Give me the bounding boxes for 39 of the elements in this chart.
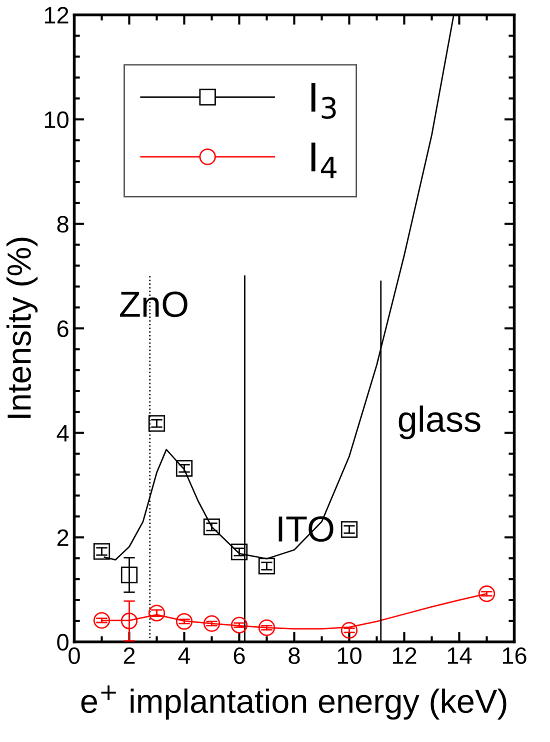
y-tick-label: 2	[57, 529, 68, 546]
x-tick-label: 6	[234, 647, 245, 664]
legend-label: I$_{4}$	[311, 142, 336, 178]
y-tick-label: 10	[44, 111, 68, 128]
y-tick-label: 8	[57, 216, 68, 233]
x-tick-label: 14	[448, 648, 472, 664]
y-axis-title: Intensity (%)	[6, 238, 38, 418]
point	[203, 518, 220, 536]
point	[148, 604, 166, 622]
annotation: ZnO	[120, 292, 188, 318]
x-tick-label: 2	[124, 647, 135, 664]
point	[258, 558, 276, 574]
x-tick-label: 12	[392, 647, 416, 664]
point	[120, 612, 138, 630]
point	[176, 613, 193, 630]
legend-label: I$_{3}$	[311, 82, 336, 119]
point	[340, 622, 358, 639]
annotation: glass	[398, 406, 480, 440]
point	[340, 521, 358, 538]
point	[258, 619, 276, 636]
x-tick-label: 8	[288, 647, 300, 664]
point	[203, 615, 220, 632]
point	[230, 616, 248, 634]
point	[93, 612, 110, 629]
x-tick-label: 4	[178, 648, 190, 664]
point	[93, 543, 110, 560]
point	[176, 460, 193, 477]
y-tick-label: 0	[57, 634, 68, 651]
y-tick-label: 12	[44, 6, 68, 24]
x-axis-title: e$^{+}$ implantation energy (keV)	[81, 685, 506, 720]
x-tick-label: 10	[338, 647, 362, 664]
point	[478, 585, 496, 602]
y-tick-label: 4	[56, 425, 69, 442]
point	[230, 544, 248, 560]
x-tick-label: 16	[502, 647, 526, 664]
y-tick-label: 6	[57, 320, 68, 338]
point	[148, 415, 166, 432]
point	[120, 566, 138, 584]
x-tick-label: 0	[68, 647, 80, 664]
